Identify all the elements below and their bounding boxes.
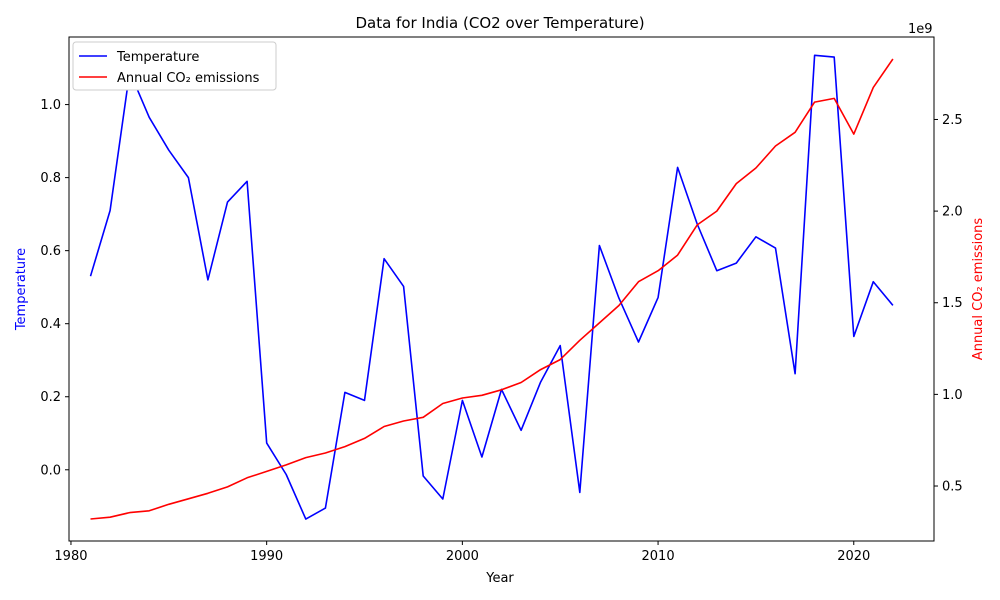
legend: Temperature Annual CO₂ emissions xyxy=(72,41,277,91)
chart-title: Data for India (CO2 over Temperature) xyxy=(355,14,644,32)
y-left-tick-label: 1.0 xyxy=(40,98,61,113)
legend-label-temperature: Temperature xyxy=(116,50,199,65)
x-tick-label: 2020 xyxy=(837,549,870,564)
x-tick-label: 2000 xyxy=(446,549,479,564)
legend-label-co2: Annual CO₂ emissions xyxy=(117,71,260,86)
y-axis-right-multiplier: 1e9 xyxy=(908,22,933,37)
y-left-tick-label: 0.0 xyxy=(40,463,61,478)
axes-frame xyxy=(68,36,935,542)
y-axis-left-title: Temperature xyxy=(14,248,29,331)
y-left-tick-label: 0.6 xyxy=(40,244,61,259)
legend-box xyxy=(72,41,277,91)
x-tick-label: 2010 xyxy=(642,549,675,564)
series-line-temperature xyxy=(89,54,894,520)
x-axis-title: Year xyxy=(485,571,514,586)
y-right-tick-label: 1.5 xyxy=(942,296,963,311)
y-right-tick-label: 1.0 xyxy=(942,388,963,403)
x-tick-label: 1990 xyxy=(250,549,283,564)
y-right-tick-label: 0.5 xyxy=(942,480,963,495)
y-left-tick-label: 0.8 xyxy=(40,171,61,186)
y-left-tick-label: 0.4 xyxy=(40,317,61,332)
x-tick-label: 1980 xyxy=(54,549,87,564)
plot-area xyxy=(89,54,894,520)
y-right-tick-label: 2.0 xyxy=(942,205,963,220)
y-right-tick-label: 2.5 xyxy=(942,113,963,128)
series-line-co2 xyxy=(90,58,894,520)
axes: 1980 1990 2000 2010 2020 0.0 0.2 0.4 0.6 0.8 1.0 0.… xyxy=(40,36,963,564)
y-left-tick-label: 0.2 xyxy=(40,390,61,405)
y-axis-right-title: Annual CO₂ emissions xyxy=(971,218,986,361)
